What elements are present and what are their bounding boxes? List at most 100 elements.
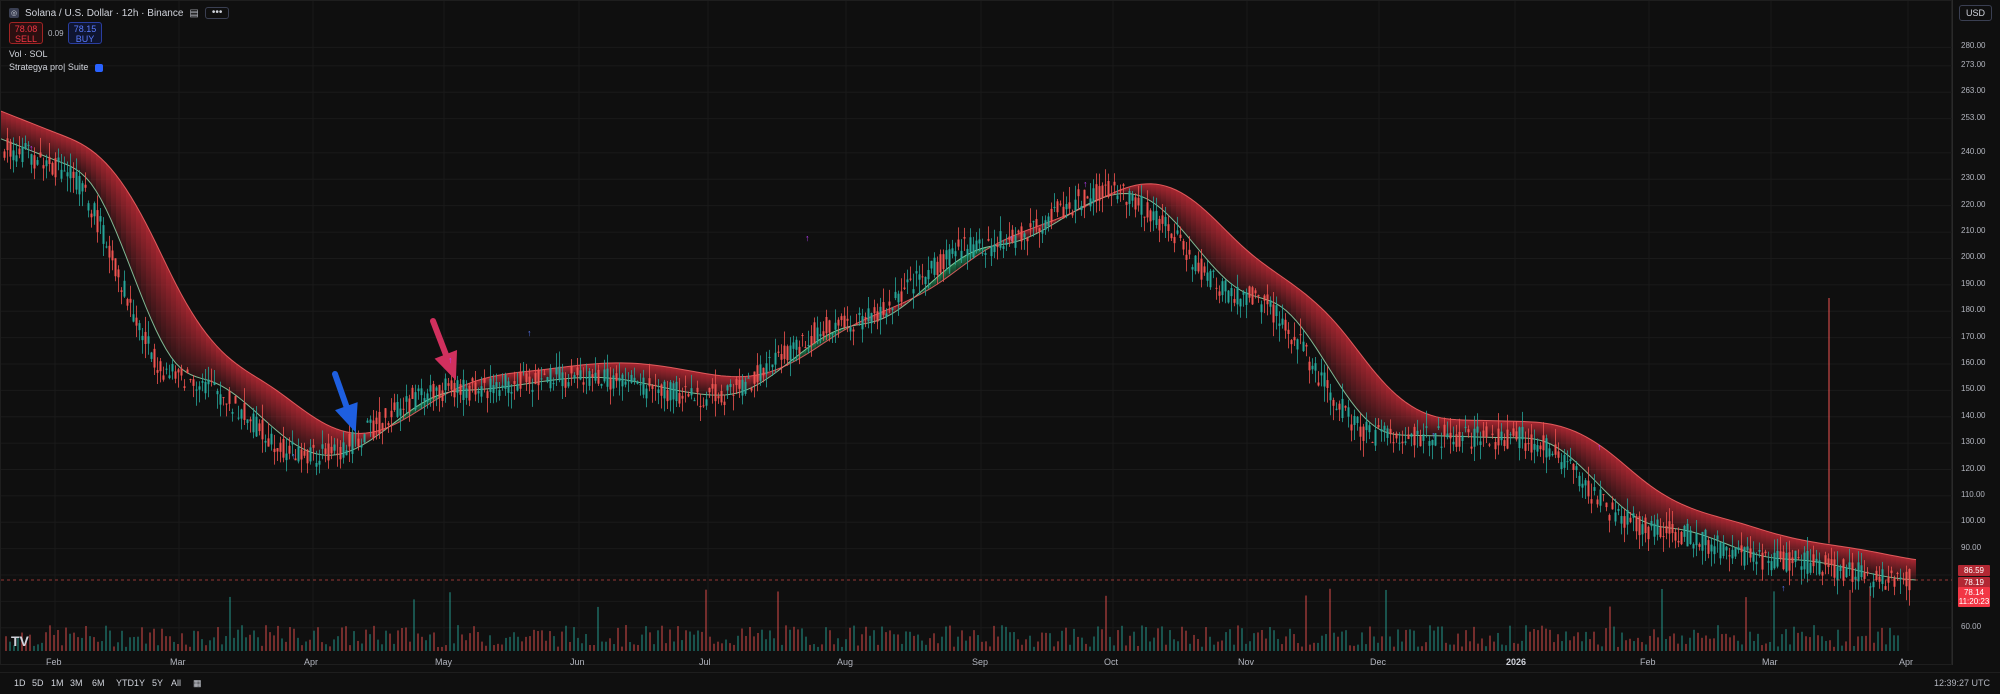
timeframe-1m[interactable]: 1M [51, 678, 64, 688]
candle-body [1638, 516, 1641, 536]
candle-body [1902, 578, 1905, 580]
volume-bar [473, 626, 475, 651]
symbol-title[interactable]: ◎ Solana / U.S. Dollar · 12h · Binance ▤… [9, 7, 230, 19]
indicator-volume[interactable]: Vol · SOL [9, 49, 48, 59]
candle-body [1764, 551, 1767, 554]
candle-body [1347, 407, 1350, 417]
candle-body [96, 210, 99, 233]
candle-body [537, 369, 540, 386]
calendar-icon[interactable]: ▦ [193, 678, 202, 688]
candle-body [1761, 552, 1764, 570]
volume-bar [273, 635, 275, 651]
sell-button[interactable]: 78.08 SELL [9, 22, 43, 44]
volume-bar [1401, 641, 1403, 651]
bear-cloud-segment [1386, 384, 1391, 434]
candle-body [195, 389, 198, 391]
timeframe-5d[interactable]: 5D [32, 678, 44, 688]
candle-body [1791, 557, 1794, 564]
candle-body [1644, 517, 1647, 534]
volume-bar [121, 630, 123, 651]
settings-icon[interactable] [94, 63, 103, 72]
candle-body [1440, 446, 1443, 448]
candle-body [834, 322, 837, 330]
candle-body [1854, 576, 1857, 580]
candle-body [1614, 512, 1617, 522]
price-axis[interactable]: USD 280.00 273.00 263.00 253.00 240.00 230.00… [1952, 0, 2000, 665]
volume-bar [37, 644, 39, 651]
candle-body [921, 276, 924, 278]
candle-body [69, 167, 72, 179]
volume-bar [309, 639, 311, 651]
candle-body [480, 386, 483, 397]
signal-marker: ↑ [1781, 583, 1786, 593]
candle-body [1845, 567, 1848, 578]
candle-body [1488, 444, 1491, 446]
bars-icon[interactable]: ▤ [189, 7, 199, 19]
volume-bar [1093, 636, 1095, 651]
indicator-strategy[interactable]: Strategya pro| Suite [9, 62, 103, 72]
candle-body [732, 394, 735, 396]
timeframe-all[interactable]: All [171, 678, 182, 688]
volume-bar [257, 637, 259, 651]
candle-body [1515, 431, 1518, 440]
price-chart[interactable]: ↑ ↑ ↑ ↑ ↑ ↑ ↑ ↑ ↑ ↑ TV [1, 1, 1953, 666]
candle-body [441, 390, 444, 401]
candle-body [309, 447, 312, 462]
bear-cloud-segment [41, 126, 46, 157]
candle-body [1335, 408, 1338, 410]
bear-cloud-segment [1016, 232, 1021, 242]
candle-body [198, 386, 201, 390]
volume-bar [1021, 644, 1023, 651]
volume-bar [1449, 644, 1451, 651]
timeframe-1y[interactable]: 1Y [134, 678, 146, 688]
utc-clock[interactable]: 12:39:27 UTC [1933, 678, 1990, 688]
chart-area[interactable]: ↑ ↑ ↑ ↑ ↑ ↑ ↑ ↑ ↑ ↑ TV ◎ Solana / U.S. Dollar · 12… [0, 0, 1953, 666]
timeframe-ytd[interactable]: YTD [116, 678, 134, 688]
volume-bar [1253, 633, 1255, 651]
price-axis-label: 90.00 [1961, 542, 1982, 552]
candle-body [333, 444, 336, 451]
bear-cloud-segment [306, 411, 311, 453]
timeframe-6m[interactable]: 6M [92, 678, 105, 688]
bear-cloud-segment [1221, 225, 1226, 280]
volume-bar [181, 633, 183, 651]
candle-body [375, 417, 378, 425]
bear-cloud-segment [31, 122, 36, 153]
currency-button[interactable]: USD [1958, 5, 1992, 21]
timeframe-1d[interactable]: 1D [14, 678, 26, 688]
bear-cloud-segment [1276, 272, 1281, 307]
volume-bar [1761, 645, 1763, 651]
candle-body [777, 351, 780, 353]
candle-body [48, 156, 51, 165]
bear-cloud-segment [1366, 361, 1371, 424]
volume-bar [1125, 645, 1127, 651]
candle-body [51, 162, 54, 175]
candle-body [381, 423, 384, 430]
candle-body [951, 248, 954, 254]
timeframe-5y[interactable]: 5Y [152, 678, 164, 688]
candle-body [1566, 461, 1569, 463]
candle-body [144, 331, 147, 344]
candle-body [162, 375, 165, 380]
candle-body [1050, 208, 1053, 223]
candle-body [429, 385, 432, 392]
more-button[interactable]: ••• [204, 7, 230, 19]
candle-body [435, 387, 438, 391]
candle-body [486, 391, 489, 399]
buy-button[interactable]: 78.15 BUY [68, 22, 102, 44]
volume-bar [885, 632, 887, 651]
timeframe-3m[interactable]: 3M [70, 678, 83, 688]
volume-bar [1213, 644, 1215, 651]
candle-body [1617, 508, 1620, 511]
volume-bar [1493, 641, 1495, 651]
candle-body [618, 377, 621, 382]
volume-bar [989, 646, 991, 651]
volume-bar [1497, 632, 1499, 651]
volume-bar [289, 627, 291, 651]
volume-bar [157, 645, 159, 651]
candle-body [1608, 515, 1611, 521]
volume-bar [353, 631, 355, 651]
candle-body [1767, 560, 1770, 563]
volume-bar [401, 627, 403, 651]
candle-body [1113, 181, 1116, 186]
